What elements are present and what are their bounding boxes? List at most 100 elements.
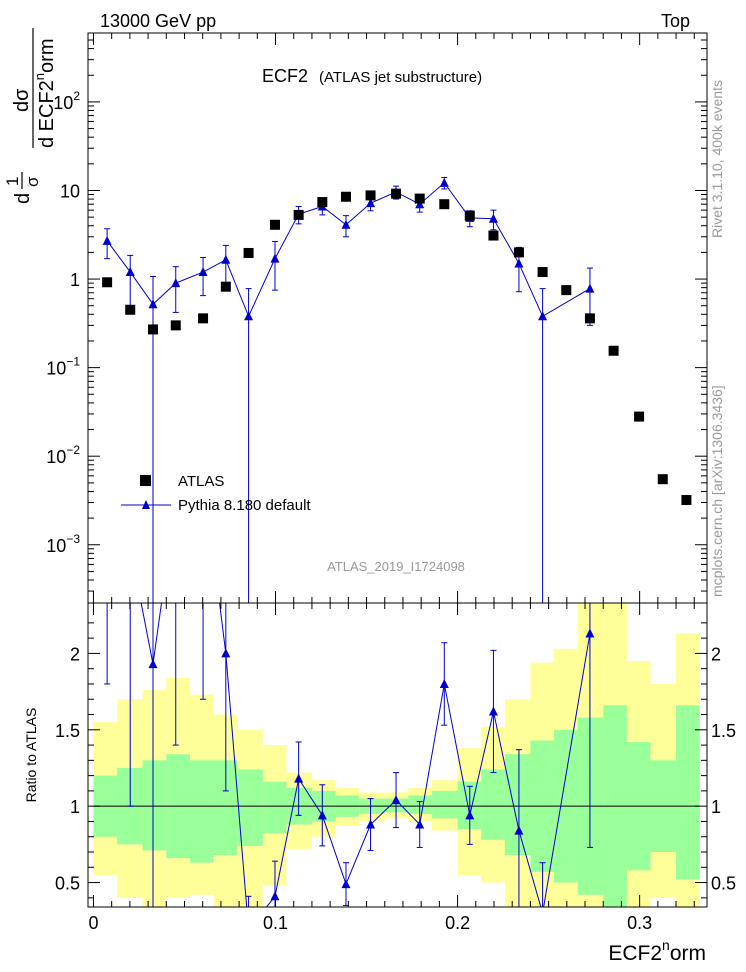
ratio-point — [514, 825, 524, 835]
band-inner-bin — [189, 760, 214, 863]
rivet-label: Rivet 3.1.10, 400k events — [709, 80, 725, 238]
xlabel-pre: ECF2 — [608, 942, 662, 965]
ratio-y-tick-label-left: 2 — [70, 644, 80, 664]
ratio-point — [341, 879, 351, 889]
ratio-y-tick-label-right: 1.5 — [711, 721, 736, 741]
atlas-point — [488, 230, 499, 241]
pythia-point — [439, 177, 449, 187]
atlas-point — [170, 320, 181, 331]
plot-title: ECF2 (ATLAS jet substructure) — [262, 66, 482, 86]
band-inner-bin — [237, 769, 263, 846]
ratio-point — [538, 908, 547, 917]
ratio-point — [148, 659, 158, 669]
atlas-point — [125, 304, 136, 315]
pythia-point — [198, 267, 208, 277]
header-left: 13000 GeV pp — [100, 11, 216, 31]
band-inner-bin — [676, 705, 700, 880]
ratio-point — [270, 891, 280, 901]
ratio-series — [103, 511, 595, 934]
ratio-y-tick-label-left: 1.5 — [55, 721, 80, 741]
atlas-point — [269, 219, 280, 230]
ratio-point — [488, 706, 498, 716]
xlabel-post: orm — [670, 942, 706, 965]
ratio-y-tick-label-left: 1 — [70, 797, 80, 817]
pythia-point — [585, 283, 595, 293]
ratio-point — [244, 925, 253, 934]
band-inner-bin — [384, 798, 409, 813]
y-tick-label: 10−1 — [46, 355, 80, 379]
ratio-point — [294, 773, 304, 783]
ratio-point — [439, 678, 449, 688]
legend-label-pythia: Pythia 8.180 default — [178, 497, 311, 514]
legend-marker-pythia — [142, 500, 150, 509]
pythia-point — [148, 299, 158, 309]
pythia-point — [366, 198, 376, 208]
atlas-point — [513, 247, 524, 258]
atlas-point — [608, 345, 619, 356]
atlas-point — [414, 193, 425, 204]
x-axis-label: ECF2norm — [608, 937, 706, 965]
x-tick-label: 0.3 — [627, 913, 652, 933]
ylabel-top-den: d ECF2norm — [32, 39, 58, 149]
y-tick-label: 10−3 — [46, 532, 80, 556]
ratio-y-tick-label-right: 2 — [711, 644, 721, 664]
ratio-plot-marks — [103, 511, 595, 934]
ylabel-top-num: dσ — [11, 88, 33, 112]
ylabel-frac-den: σ — [23, 176, 42, 187]
plot-title-main: ECF2 — [262, 66, 308, 86]
pythia-point — [415, 199, 425, 209]
ratio-y-tick-label-left: 0.5 — [55, 874, 80, 894]
ratio-line — [140, 603, 591, 907]
ylabel-top-den-pre: d ECF2 — [36, 80, 58, 148]
y-axis-label-ratio: Ratio to ATLAS — [23, 708, 39, 803]
xlabel-sup: n — [662, 937, 670, 953]
ylabel-top-den-sup: n — [32, 73, 47, 80]
pythia-point — [538, 311, 548, 321]
band-inner-bin — [262, 781, 287, 834]
axis-ticks — [88, 32, 707, 907]
pythia-point — [125, 267, 135, 277]
pythia-line — [106, 182, 591, 318]
analysis-id: ATLAS_2019_I1724098 — [327, 559, 465, 574]
header-right: Top — [661, 11, 690, 31]
x-tick-label: 0.1 — [263, 913, 288, 933]
band-inner-bin — [432, 790, 458, 819]
atlas-point — [220, 281, 231, 292]
y-tick-label: 10−2 — [46, 443, 80, 467]
pythia-point — [514, 258, 524, 268]
atlas-point — [293, 209, 304, 220]
ylabel-top-den-post: orm — [36, 39, 58, 73]
ratio-y-tick-label-right: 1 — [711, 797, 721, 817]
main-plot-marks — [102, 177, 692, 603]
atlas-point — [198, 313, 209, 324]
legend: ATLAS Pythia 8.180 default — [121, 473, 311, 514]
pythia-point — [171, 278, 181, 288]
atlas-point — [340, 191, 351, 202]
ratio-point — [391, 795, 401, 805]
pythia-point — [102, 235, 112, 245]
band-inner-bin — [408, 795, 433, 814]
x-tick-label: 0 — [88, 913, 98, 933]
ylabel-frac-num: 1 — [3, 177, 22, 186]
mcplots-label: mcplots.cern.ch [arXiv:1306.3436] — [709, 385, 725, 597]
atlas-point — [317, 197, 328, 208]
ratio-point — [103, 511, 112, 520]
atlas-point — [365, 190, 376, 201]
atlas-point — [147, 324, 158, 335]
y-axis-label-main: dσ d ECF2norm d 1 σ — [3, 28, 58, 204]
atlas-point — [657, 474, 668, 485]
pythia-point — [488, 213, 498, 223]
main-frame — [87, 32, 708, 604]
ratio-y-tick-label-right: 0.5 — [711, 874, 736, 894]
ratio-point — [366, 819, 376, 829]
band-inner-bin — [213, 760, 238, 856]
atlas-point — [561, 285, 572, 296]
legend-marker-atlas — [140, 475, 151, 486]
atlas-point — [537, 267, 548, 278]
band-inner-bin — [481, 769, 505, 840]
atlas-point — [391, 188, 402, 199]
ylabel-d: d — [12, 193, 34, 204]
ratio-point — [585, 628, 595, 638]
ratio-point — [317, 810, 327, 820]
